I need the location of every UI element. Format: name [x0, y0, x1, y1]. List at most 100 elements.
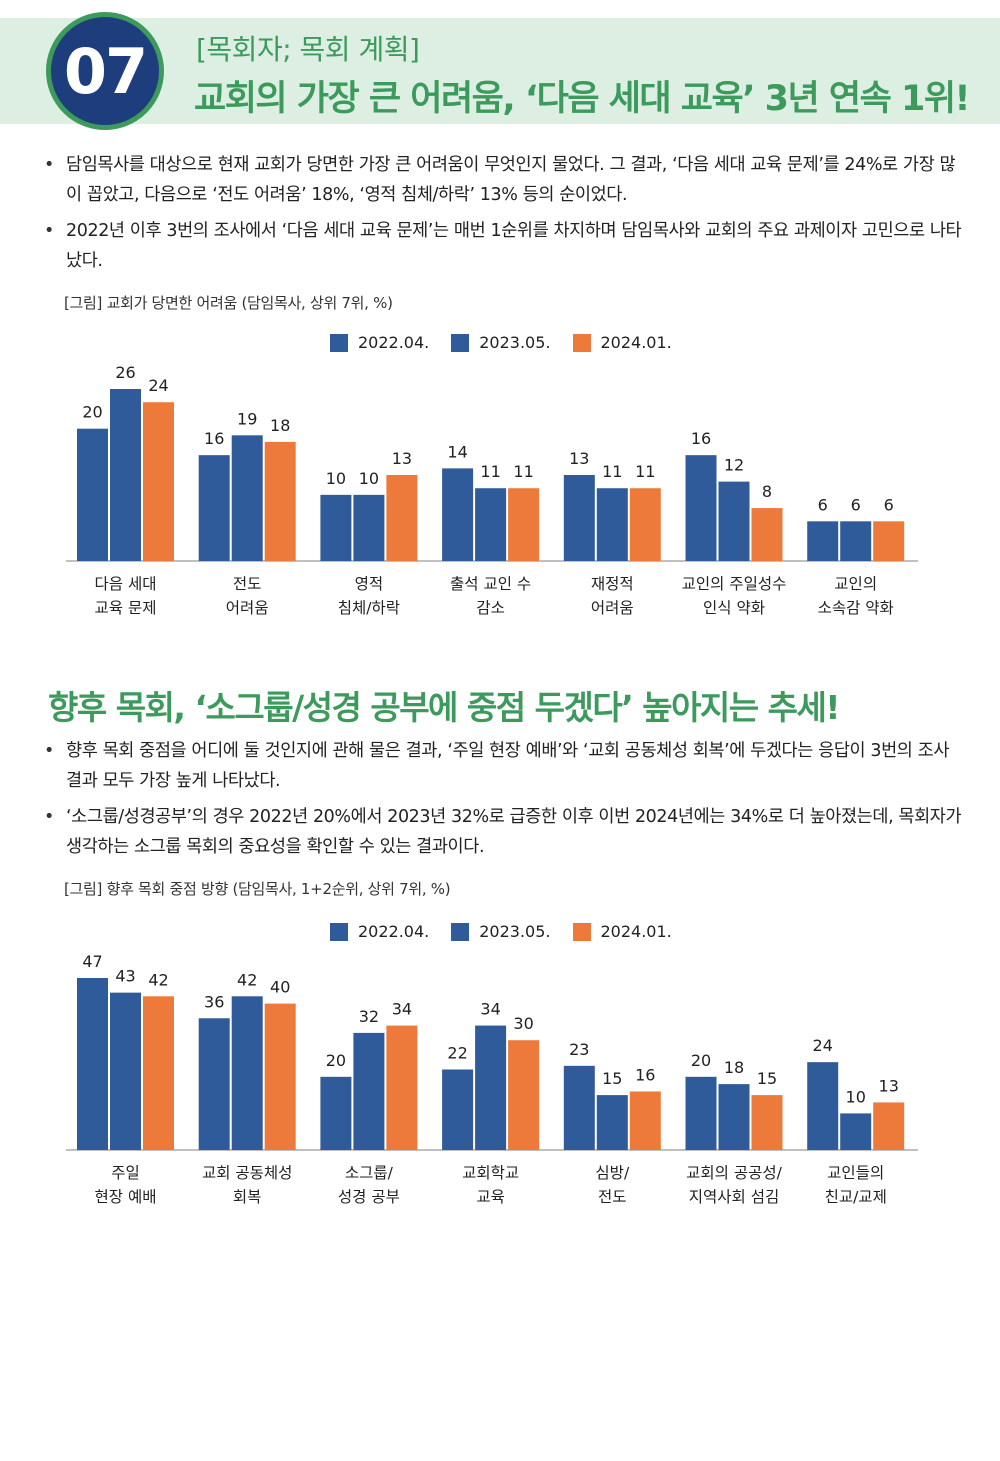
section1-bullet-2: 2022년 이후 3번의 조사에서 ‘다음 세대 교육 문제’는 매번 1순위를…: [44, 216, 964, 276]
chart2-data-label: 34: [392, 1000, 412, 1019]
chart1-bar: [718, 481, 750, 561]
section2-bullets: 향후 목회 중점을 어디에 둘 것인지에 관해 물은 결과, ‘주일 현장 예배…: [44, 736, 964, 868]
chart2-bar: [840, 1113, 872, 1150]
section1-bullet-1: 담임목사를 대상으로 현재 교회가 당면한 가장 큰 어려움이 무엇인지 물었다…: [44, 150, 964, 210]
chart1-data-label: 20: [82, 403, 102, 422]
chart1-bar: [508, 488, 540, 561]
chart2-category-label: 회복: [233, 1188, 262, 1206]
chart2-data-label: 42: [148, 970, 168, 989]
chart2-data-label: 20: [326, 1051, 346, 1070]
chart1-data-label: 24: [148, 376, 168, 395]
chart1-category-label: 감소: [476, 599, 505, 617]
chart2-bar: [110, 992, 141, 1150]
chart2-bar: [873, 1102, 905, 1150]
chart1-bar: [442, 468, 474, 561]
chart1-data-label: 8: [762, 482, 772, 501]
chart2-bar: [807, 1062, 839, 1150]
chart2-category-label: 교회학교: [462, 1164, 519, 1182]
chart2-category-label: 주일: [111, 1164, 140, 1182]
chart1-bar: [563, 475, 595, 561]
chart1-bar: [110, 389, 141, 561]
chart1-data-label: 18: [270, 416, 290, 435]
chart1-category-label: 영적: [355, 575, 384, 593]
legend2-item-2024: 2024.01.: [572, 922, 672, 941]
chart2-data-label: 42: [237, 970, 257, 989]
chart2-legend: 2022.04. 2023.05. 2024.01.: [330, 922, 694, 941]
chart2-bar: [751, 1095, 783, 1150]
chart1-data-label: 11: [602, 462, 622, 481]
chart2-data-label: 18: [724, 1058, 744, 1077]
legend2-item-2023: 2023.05.: [451, 922, 551, 941]
legend2-label-2023: 2023.05.: [479, 922, 551, 941]
chart2-bar: [143, 996, 174, 1150]
legend2-swatch-2023: [451, 922, 470, 941]
chart1-caption: [그림] 교회가 당면한 어려움 (담임목사, 상위 7위, %): [64, 294, 393, 312]
chart1-category-label: 침체/하락: [338, 599, 400, 617]
chart2-category-label: 소그룹/: [345, 1164, 394, 1182]
chart1-bar: [751, 508, 783, 561]
chart1-data-label: 13: [569, 449, 589, 468]
chart1-bar: [143, 402, 174, 561]
chart2-bar: [685, 1076, 717, 1150]
chart2-data-label: 16: [635, 1065, 655, 1084]
chart2-bar: [508, 1040, 540, 1150]
chart1-bar: [475, 488, 507, 561]
chart1-data-label: 13: [392, 449, 412, 468]
chart1-data-label: 6: [884, 495, 894, 514]
chart2-category-label: 교육: [476, 1188, 505, 1206]
chart1-category-label: 다음 세대: [95, 575, 157, 593]
chart1-category-label: 인식 약화: [703, 599, 765, 617]
legend-swatch-2022: [330, 333, 348, 352]
chart1-data-label: 12: [724, 456, 744, 475]
chart2-data-label: 30: [513, 1014, 533, 1033]
legend2-swatch-2022: [330, 922, 348, 941]
section1-bullets: 담임목사를 대상으로 현재 교회가 당면한 가장 큰 어려움이 무엇인지 물었다…: [44, 150, 964, 282]
chart1-category-label: 교인의: [834, 575, 877, 593]
chart2-category-label: 교회 공동체성: [202, 1164, 293, 1182]
chart2-data-label: 34: [480, 1000, 500, 1019]
legend2-label-2022: 2022.04.: [358, 922, 430, 941]
chart1-bar: [353, 494, 385, 561]
chart1-bar: [264, 441, 296, 561]
section-number: 07: [63, 34, 148, 108]
chart1-bar: [386, 475, 418, 561]
chart2-bar: [264, 1003, 296, 1150]
chart2-bar: [386, 1025, 418, 1150]
legend-swatch-2023: [451, 333, 470, 352]
chart2-category-label: 지역사회 섬김: [689, 1188, 780, 1206]
chart2-bar: [320, 1076, 352, 1150]
legend-item-2023: 2023.05.: [451, 333, 551, 352]
chart2-bar: [475, 1025, 507, 1150]
chart2-category-label: 교인들의: [827, 1164, 884, 1182]
chart2-bar: [442, 1069, 474, 1150]
page-title: 교회의 가장 큰 어려움, ‘다음 세대 교육’ 3년 연속 1위!: [194, 79, 971, 119]
chart2-category-label: 성경 공부: [338, 1188, 400, 1206]
chart2-data-label: 15: [602, 1069, 622, 1088]
chart1-data-label: 14: [447, 442, 467, 461]
chart1-bar: [685, 455, 717, 561]
chart1-bar: [807, 521, 839, 561]
chart2-caption: [그림] 향후 목회 중점 방향 (담임목사, 1+2순위, 상위 7위, %): [64, 880, 451, 898]
legend-label-2024: 2024.01.: [600, 333, 672, 352]
chart1-data-label: 6: [851, 495, 861, 514]
chart2-data-label: 36: [204, 992, 224, 1011]
chart2-bar: [198, 1018, 230, 1150]
chart1-bar: [320, 494, 352, 561]
chart1-bar: [77, 428, 108, 561]
chart2-data-label: 23: [569, 1040, 589, 1059]
legend-label-2023: 2023.05.: [479, 333, 551, 352]
chart2-bar: [629, 1091, 661, 1150]
chart1-bar: [873, 521, 905, 561]
chart2-data-label: 47: [82, 952, 102, 971]
legend-label-2022: 2022.04.: [358, 333, 430, 352]
chart1-category-label: 재정적: [591, 575, 634, 593]
chart1-data-label: 10: [359, 469, 379, 488]
chart1-data-label: 11: [513, 462, 533, 481]
chart1-data-label: 6: [818, 495, 828, 514]
legend2-label-2024: 2024.01.: [600, 922, 672, 941]
chart2-category-label: 전도: [598, 1188, 627, 1206]
section2-bullet-1: 향후 목회 중점을 어디에 둘 것인지에 관해 물은 결과, ‘주일 현장 예배…: [44, 736, 964, 796]
chart1-legend: 2022.04. 2023.05. 2024.01.: [330, 333, 694, 352]
